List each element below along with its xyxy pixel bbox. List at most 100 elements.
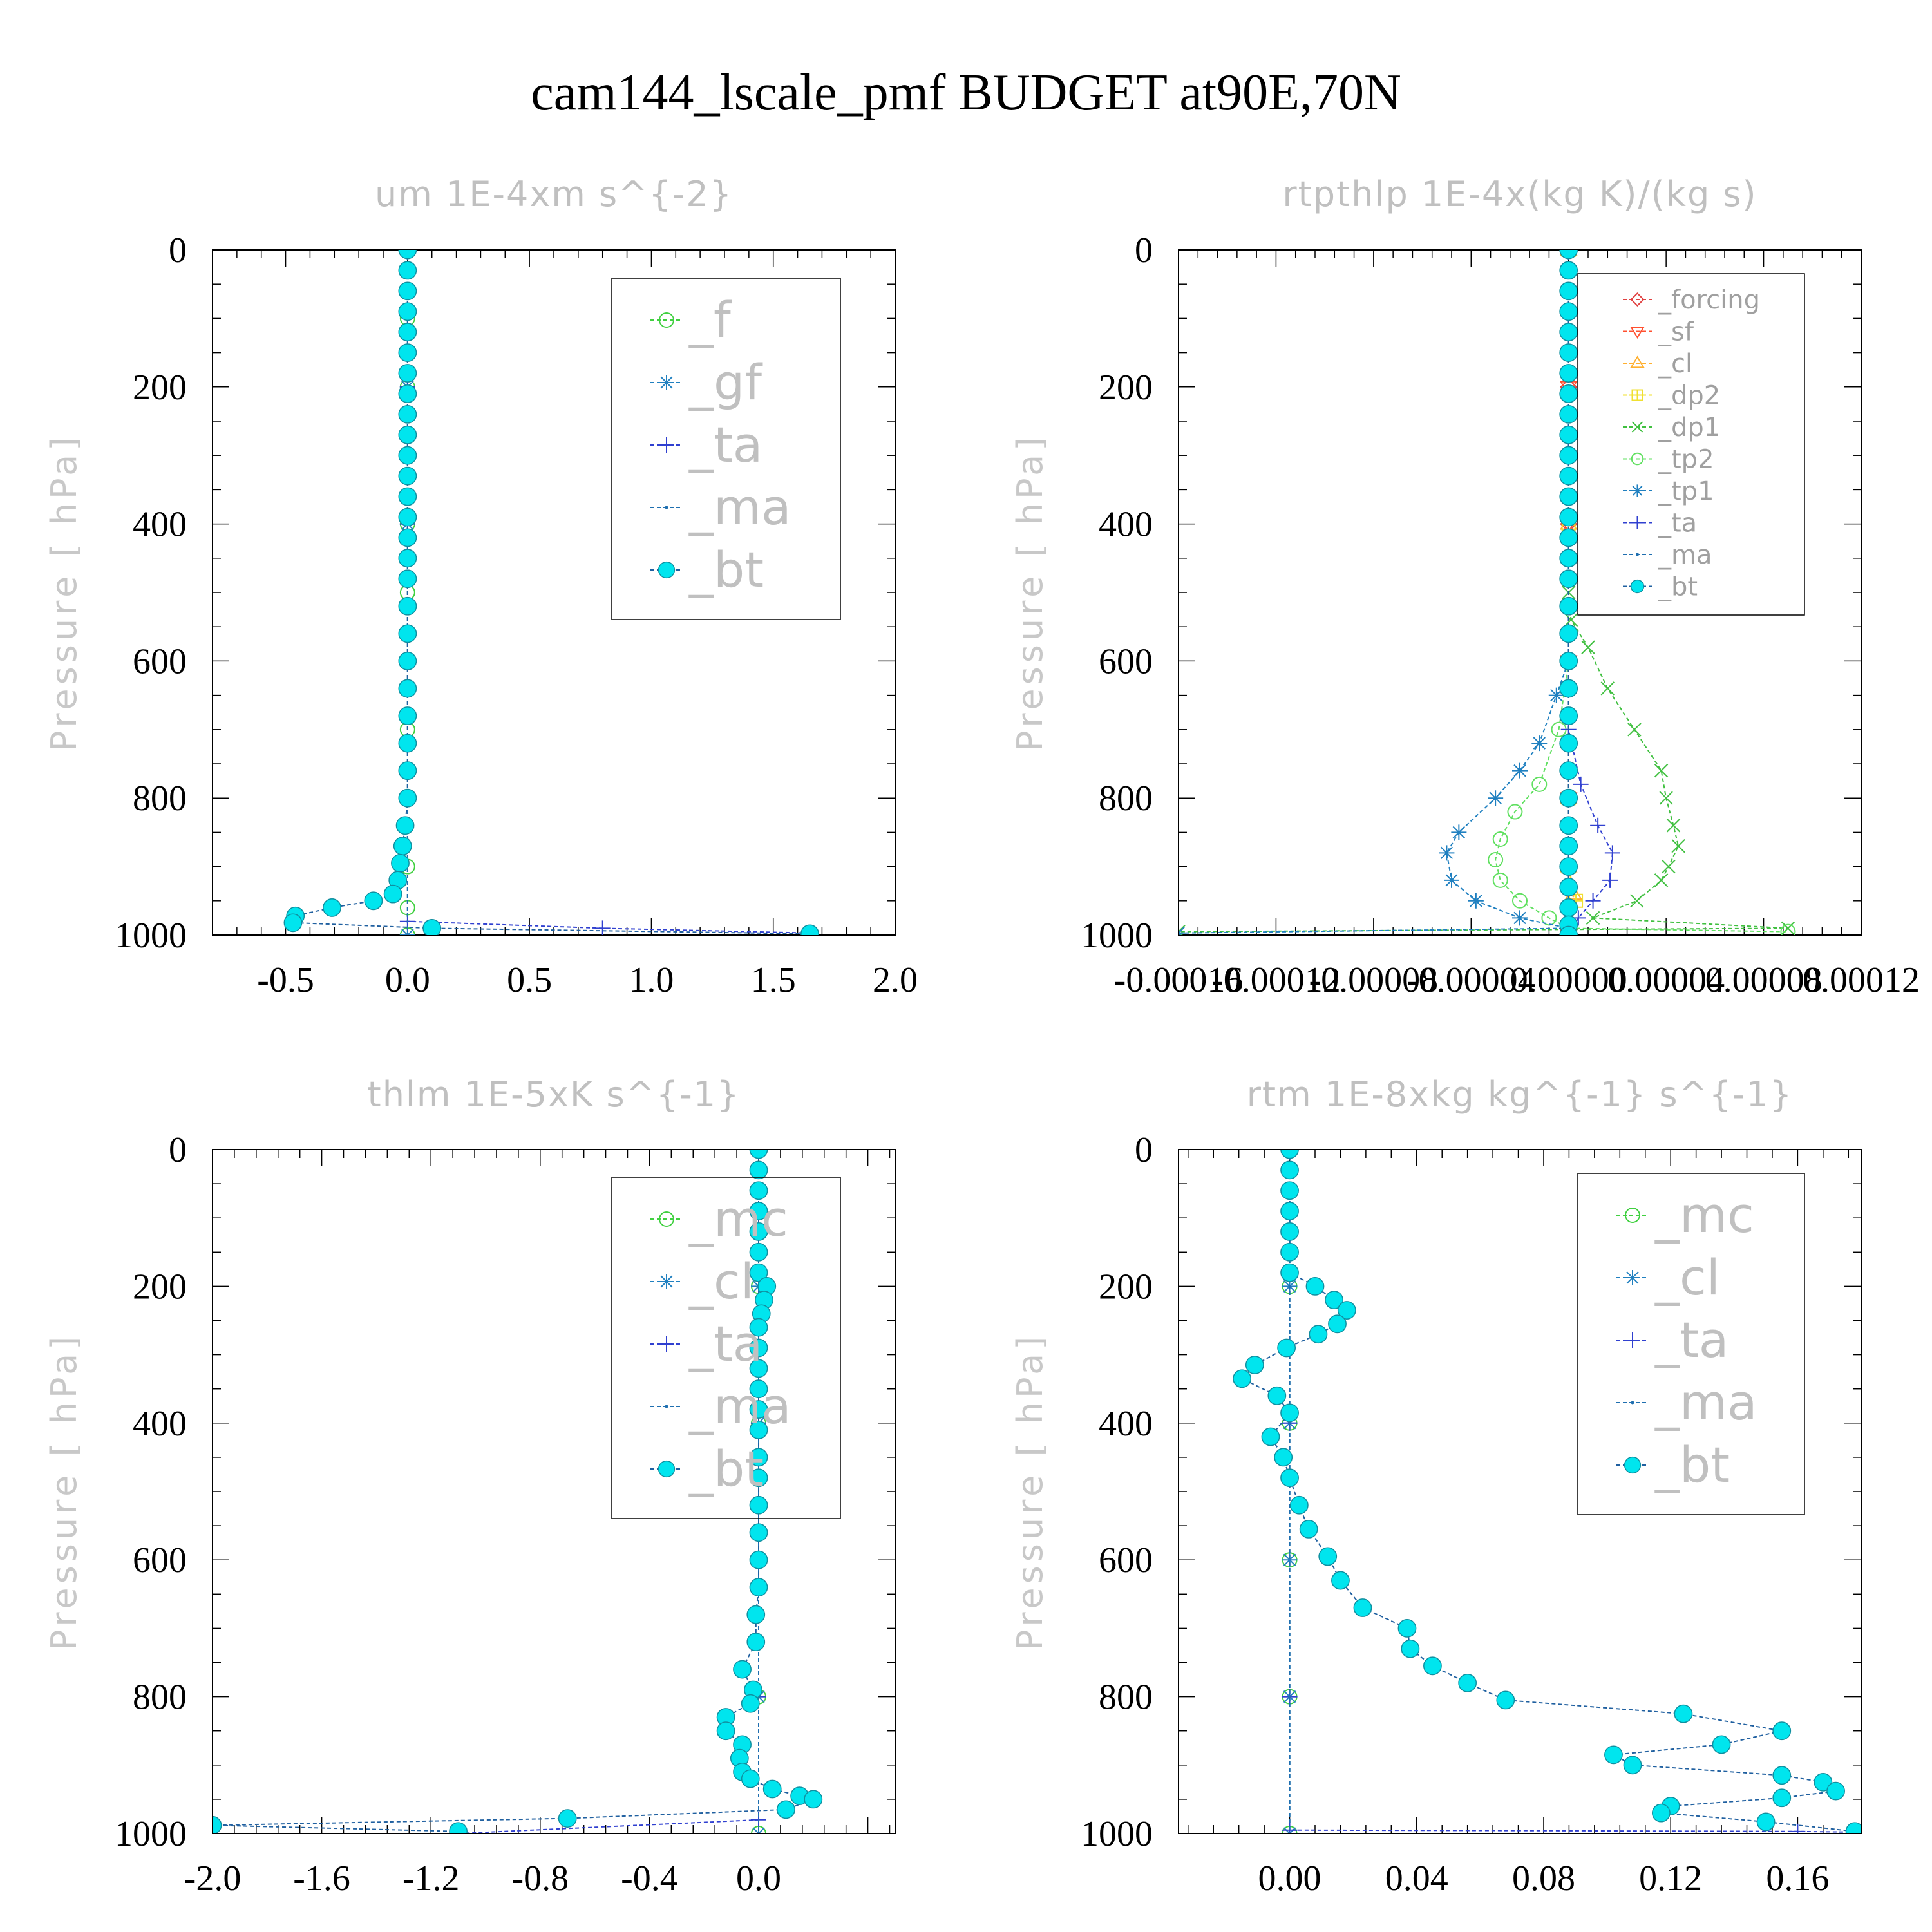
x-tick-label: 1.0 <box>629 960 674 1000</box>
data-point-_bt <box>1559 250 1578 260</box>
data-point-_bt <box>398 624 417 643</box>
data-point-_bt <box>1756 1812 1776 1832</box>
data-point-_bt <box>1674 1704 1693 1723</box>
data-point-_dp1 <box>1564 612 1578 627</box>
figure-title: cam144_lscale_pmf BUDGET at90E,70N <box>531 64 1401 121</box>
data-point-_bt <box>1423 1656 1442 1676</box>
data-point-_bt <box>749 1359 768 1378</box>
data-point-_tp1 <box>1468 893 1484 909</box>
data-point-_tp2 <box>1541 910 1557 926</box>
data-point-_bt <box>1559 878 1578 896</box>
data-point-_bt <box>1328 1314 1347 1334</box>
data-point-_bt <box>1559 323 1578 342</box>
data-point-_ta <box>1590 817 1606 833</box>
legend-label: _ta <box>1658 509 1697 538</box>
legend-marker-_ma <box>665 506 668 509</box>
data-point-_bt <box>1559 837 1578 856</box>
data-point-_bt <box>1353 1598 1372 1617</box>
legend-marker-_gf <box>659 375 674 390</box>
data-point-_tp1 <box>1444 872 1459 888</box>
data-point-_bt <box>804 1790 823 1809</box>
y-tick-label: 400 <box>1099 1404 1153 1444</box>
data-point-_bt <box>1559 343 1578 362</box>
data-point-_bt <box>323 898 341 917</box>
data-point-_bt <box>1712 1735 1731 1754</box>
data-point-_bt <box>749 1202 768 1220</box>
data-point-_bt <box>1559 446 1578 465</box>
data-point-_bt <box>749 1150 768 1159</box>
data-point-_bt <box>398 250 417 260</box>
data-point-_bt <box>398 528 417 547</box>
data-point-_bt <box>1559 925 1578 935</box>
x-tick-label: 0.5 <box>507 960 552 1000</box>
series-group <box>1233 1150 1861 1833</box>
data-point-_bt <box>1305 1277 1325 1296</box>
data-point-_ta <box>1790 1823 1806 1833</box>
legend-label: _bt <box>688 541 764 598</box>
data-point-_bt <box>777 1800 795 1819</box>
data-point-_bt <box>1559 761 1578 781</box>
data-point-_tp1 <box>1512 762 1528 779</box>
legend-label: _bt <box>688 1440 764 1497</box>
data-point-_dp1 <box>1659 791 1673 805</box>
data-point-_bt <box>398 302 417 321</box>
y-tick-label: 600 <box>1099 641 1153 681</box>
series-group <box>283 250 819 935</box>
legend-label: _gf <box>688 354 763 411</box>
legend-box <box>611 1177 841 1519</box>
legend-marker-_bt <box>658 561 676 579</box>
data-point-_bt <box>1559 679 1578 698</box>
data-point-_bt <box>398 281 417 301</box>
x-tick-label: 0.12 <box>1639 1859 1702 1899</box>
x-tick-label: 0.00 <box>1258 1859 1321 1899</box>
data-point-_dp1 <box>1586 911 1600 925</box>
data-point-_tp2 <box>1507 804 1523 820</box>
data-point-_bt <box>1559 816 1578 835</box>
data-point-_bt <box>1559 624 1578 643</box>
legend-marker-_dp1 <box>1631 421 1643 433</box>
x-tick-label: -0.00004 <box>1406 960 1536 1000</box>
legend-marker-_cl <box>1625 1270 1640 1285</box>
y-tick-label: 800 <box>1099 779 1153 819</box>
data-point-_bt <box>1289 1495 1309 1515</box>
data-point-_dp1 <box>1666 819 1681 833</box>
data-point-_ta <box>1585 893 1601 909</box>
series-line-_bt <box>292 250 810 934</box>
data-point-_bt <box>1559 384 1578 403</box>
y-tick-label: 0 <box>1135 231 1153 270</box>
data-point-_dp1 <box>1662 859 1676 874</box>
panel-title: um 1E-4xm s^{-2} <box>375 174 733 214</box>
data-point-_bt <box>1280 1202 1299 1220</box>
legend-marker-_mc <box>659 1211 674 1227</box>
data-point-_bt <box>1267 1386 1287 1405</box>
y-tick-label: 0 <box>169 231 187 270</box>
data-point-_bt <box>1331 1571 1350 1590</box>
y-axis-label: Pressure [ hPa] <box>44 433 84 752</box>
data-point-_bt <box>762 1779 782 1799</box>
y-tick-label: 1000 <box>1081 1814 1153 1854</box>
x-tick-label: 0.00012 <box>1803 960 1920 1000</box>
data-point-_bt <box>383 884 402 904</box>
data-point-_bt <box>398 466 417 486</box>
x-tick-label: 0.00000 <box>1510 960 1627 1000</box>
legend-label: _ma <box>688 478 791 536</box>
legend-label: _sf <box>1658 317 1694 347</box>
data-point-_bt <box>393 837 412 856</box>
legend-box <box>1577 1173 1805 1515</box>
data-point-_bt <box>1559 487 1578 506</box>
data-point-_bt <box>364 891 383 911</box>
data-point-_bt <box>1826 1781 1845 1801</box>
legend-box <box>611 278 841 620</box>
data-point-_bt <box>1280 1263 1299 1282</box>
data-point-_bt <box>749 1160 768 1180</box>
data-point-_cl <box>1282 1552 1298 1568</box>
data-point-_tp1 <box>1439 845 1455 861</box>
legend-marker-_ma <box>1636 553 1639 556</box>
data-point-_bt <box>1401 1639 1420 1658</box>
legend-marker-_ta <box>1631 516 1644 529</box>
data-point-_bt <box>749 1338 768 1358</box>
x-tick-label: -2.0 <box>184 1859 242 1899</box>
x-tick-label: 0.16 <box>1766 1859 1829 1899</box>
data-point-_bt <box>398 425 417 444</box>
x-tick-label: -1.6 <box>293 1859 350 1899</box>
